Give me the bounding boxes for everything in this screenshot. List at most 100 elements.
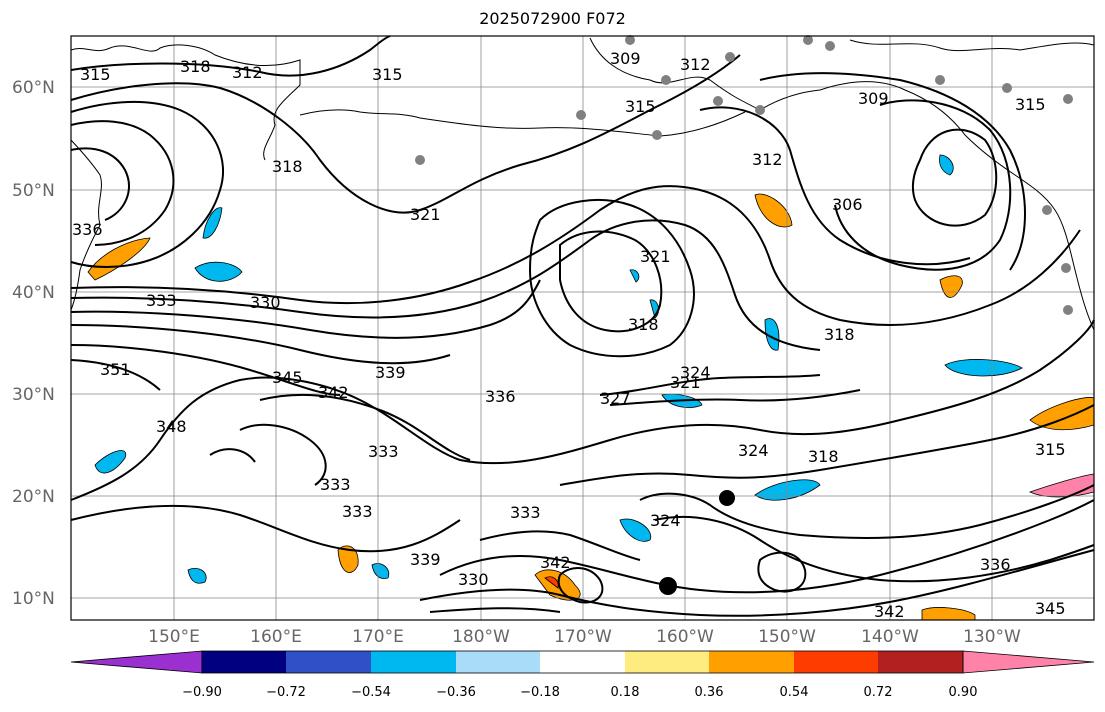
station-marker <box>1063 305 1073 315</box>
contour-label: 309 <box>858 89 889 108</box>
contour-label: 339 <box>375 363 406 382</box>
colorbar-swatch <box>709 651 794 673</box>
contour-label: 333 <box>510 503 541 522</box>
station-marker <box>625 35 635 45</box>
contour-label: 321 <box>410 205 441 224</box>
lat-label-30n: 30°N <box>12 385 55 405</box>
lon-label: 130°W <box>963 627 1021 647</box>
lat-label-20n: 20°N <box>12 487 55 507</box>
contour-label: 330 <box>250 293 281 312</box>
contour-label: 318 <box>628 315 659 334</box>
contour-label: 342 <box>540 553 571 572</box>
contour-label: 342 <box>874 602 905 621</box>
colorbar-swatch <box>625 651 709 673</box>
colorbar-tick-label: −0.90 <box>182 685 222 700</box>
station-marker <box>1061 263 1071 273</box>
map-panel: 315 318 312 315 309 312 315 309 315 318 … <box>70 35 1095 621</box>
contour-label: 339 <box>410 550 441 569</box>
contour-label: 333 <box>368 442 399 461</box>
coastlines <box>70 37 1095 331</box>
station-marker <box>415 155 425 165</box>
contour-label: 315 <box>1015 95 1046 114</box>
lat-axis: 60°N 50°N 40°N 30°N 20°N 10°N <box>12 78 55 609</box>
station-marker <box>825 41 835 51</box>
lat-label-10n: 10°N <box>12 589 55 609</box>
station-marker <box>755 105 765 115</box>
contour-label: 318 <box>824 325 855 344</box>
colorbar-swatch <box>286 651 371 673</box>
station-marker <box>803 35 813 45</box>
colorbar-swatch <box>878 651 963 673</box>
station-marker <box>713 96 723 106</box>
station-marker <box>652 130 662 140</box>
contour-label: 321 <box>670 373 701 392</box>
contour-label: 336 <box>485 387 516 406</box>
colorbar-swatch <box>371 651 456 673</box>
contour-label: 333 <box>146 291 177 310</box>
lon-axis: 150°E 160°E 170°E 180°W 170°W 160°W 150°… <box>148 627 1021 647</box>
colorbar-tick-label: −0.36 <box>436 685 476 700</box>
contour-label: 312 <box>680 55 711 74</box>
contour-label: 309 <box>610 49 641 68</box>
contour-label: 312 <box>232 63 263 82</box>
contour-label: 345 <box>272 368 303 387</box>
colorbar-ticks: −0.90 −0.72 −0.54 −0.36 −0.18 0.18 0.36 … <box>182 685 977 700</box>
contour-label: 321 <box>640 247 671 266</box>
cyclone-marker <box>719 490 735 506</box>
colorbar-swatches <box>70 650 1095 674</box>
lat-label-60n: 60°N <box>12 78 55 98</box>
contour-label: 351 <box>100 360 131 379</box>
map-title: 2025072900 F072 <box>479 9 626 28</box>
contour-label: 306 <box>832 195 863 214</box>
contour-label: 318 <box>272 157 303 176</box>
lon-label: 180°W <box>452 627 510 647</box>
colorbar-tick-label: −0.18 <box>520 685 560 700</box>
colorbar-extend-min <box>70 650 203 674</box>
lat-label-40n: 40°N <box>12 283 55 303</box>
station-marker <box>1042 205 1052 215</box>
contour-label: 327 <box>600 389 631 408</box>
contour-label: 315 <box>372 65 403 84</box>
cyclone-markers <box>659 490 735 595</box>
lon-label: 160°W <box>656 627 714 647</box>
colorbar-tick-label: 0.18 <box>611 685 640 700</box>
colorbar-tick-label: −0.54 <box>351 685 391 700</box>
station-marker <box>576 110 586 120</box>
colorbar-tick-label: −0.72 <box>266 685 306 700</box>
colorbar-extend-max <box>962 650 1095 674</box>
colorbar-tick-label: 0.54 <box>780 685 809 700</box>
colorbar-swatch <box>794 651 878 673</box>
contour-label: 318 <box>180 57 211 76</box>
map-frame <box>70 35 1095 621</box>
lon-label: 160°E <box>250 627 302 647</box>
colorbar-swatch <box>540 651 625 673</box>
lon-label: 150°E <box>148 627 200 647</box>
contour-label: 315 <box>80 65 111 84</box>
contour-label: 315 <box>1035 440 1066 459</box>
lon-label: 170°E <box>352 627 404 647</box>
contour-label: 315 <box>625 97 656 116</box>
station-markers <box>415 35 1073 315</box>
contour-label: 336 <box>72 220 103 239</box>
station-marker <box>661 75 671 85</box>
colorbar-tick-label: 0.90 <box>949 685 978 700</box>
colorbar-tick-label: 0.72 <box>864 685 893 700</box>
cyclone-marker <box>659 577 677 595</box>
lon-label: 140°W <box>861 627 919 647</box>
lat-label-50n: 50°N <box>12 181 55 201</box>
colorbar-outline <box>201 650 964 674</box>
contour-label: 333 <box>342 502 373 521</box>
station-marker <box>935 75 945 85</box>
contour-label-group: 315 318 312 315 309 312 315 309 315 318 … <box>72 49 1066 621</box>
colorbar-tick-label: 0.36 <box>695 685 724 700</box>
contour-label: 342 <box>318 383 349 402</box>
colorbar: −0.90 −0.72 −0.54 −0.36 −0.18 0.18 0.36 … <box>70 650 1095 700</box>
contour-label: 336 <box>980 555 1011 574</box>
station-marker <box>1002 83 1012 93</box>
lon-label: 150°W <box>758 627 816 647</box>
station-marker <box>1063 94 1073 104</box>
contour-label: 345 <box>1035 599 1066 618</box>
colorbar-swatch <box>456 651 540 673</box>
contour-label: 333 <box>320 475 351 494</box>
